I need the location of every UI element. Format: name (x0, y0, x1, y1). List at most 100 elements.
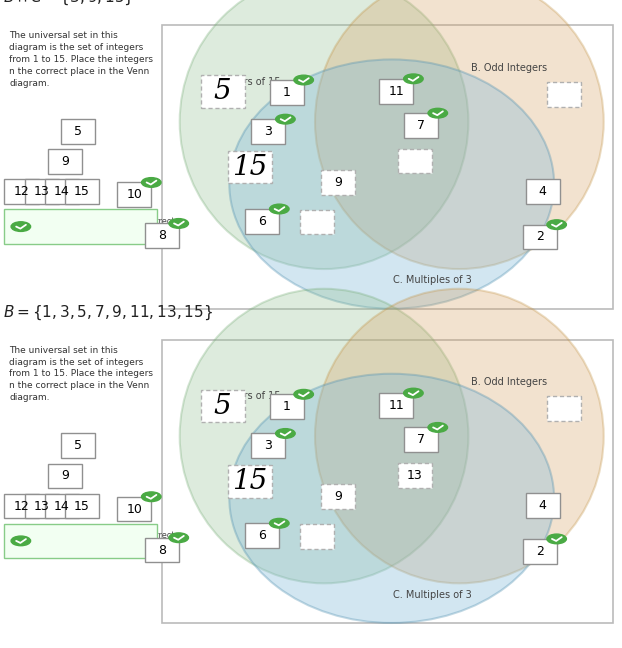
Text: C. Multiples of 3: C. Multiples of 3 (393, 590, 471, 599)
Text: 6: 6 (258, 529, 266, 542)
Text: A. Factors of 15: A. Factors of 15 (205, 77, 281, 87)
Circle shape (547, 534, 567, 544)
Text: $B \cap C = \{3, 9, 15\}$: $B \cap C = \{3, 9, 15\}$ (3, 0, 134, 7)
FancyBboxPatch shape (251, 119, 285, 144)
Text: 13: 13 (34, 500, 50, 513)
FancyBboxPatch shape (526, 179, 560, 203)
Text: 8: 8 (157, 229, 165, 242)
Text: 13: 13 (34, 185, 50, 198)
Text: 9: 9 (335, 490, 342, 503)
Circle shape (428, 422, 448, 432)
FancyBboxPatch shape (61, 434, 95, 458)
Ellipse shape (180, 289, 468, 583)
FancyBboxPatch shape (65, 179, 99, 204)
Ellipse shape (315, 0, 604, 269)
Text: 15: 15 (233, 154, 267, 181)
Text: 8: 8 (157, 544, 165, 557)
FancyBboxPatch shape (117, 183, 151, 207)
Text: A. Factors of 15: A. Factors of 15 (205, 391, 281, 401)
Text: 4: 4 (539, 499, 547, 512)
FancyBboxPatch shape (4, 209, 157, 244)
Text: 9: 9 (61, 469, 68, 483)
Text: One tile was moved to the correct
place.: One tile was moved to the correct place. (37, 216, 174, 237)
FancyBboxPatch shape (269, 80, 304, 105)
Text: 3: 3 (264, 439, 272, 452)
FancyBboxPatch shape (404, 428, 438, 452)
Ellipse shape (230, 60, 554, 308)
Text: C. Multiples of 3: C. Multiples of 3 (393, 275, 471, 285)
Text: 1: 1 (282, 400, 290, 413)
FancyBboxPatch shape (162, 25, 613, 308)
Text: 15: 15 (74, 500, 90, 513)
FancyBboxPatch shape (117, 497, 151, 522)
Text: One tile was moved to the correct
place.: One tile was moved to the correct place. (37, 531, 174, 551)
FancyBboxPatch shape (245, 209, 279, 234)
Circle shape (269, 518, 289, 528)
FancyBboxPatch shape (24, 179, 58, 204)
Text: 9: 9 (335, 176, 342, 189)
Circle shape (294, 75, 313, 85)
FancyBboxPatch shape (228, 465, 272, 498)
Text: 7: 7 (417, 434, 425, 446)
Text: The universal set in this
diagram is the set of integers
from 1 to 15. Place the: The universal set in this diagram is the… (9, 346, 153, 402)
Circle shape (294, 389, 313, 399)
FancyBboxPatch shape (48, 149, 82, 174)
Ellipse shape (230, 374, 554, 623)
Text: 11: 11 (389, 399, 404, 412)
Text: 11: 11 (389, 85, 404, 98)
FancyBboxPatch shape (201, 75, 244, 108)
Text: 9: 9 (61, 155, 68, 168)
FancyBboxPatch shape (379, 79, 414, 104)
Circle shape (404, 74, 423, 84)
FancyBboxPatch shape (4, 494, 39, 518)
Text: 15: 15 (74, 185, 90, 198)
FancyBboxPatch shape (228, 151, 272, 183)
Text: 13: 13 (407, 469, 422, 482)
Text: 6: 6 (258, 215, 266, 228)
Text: 2: 2 (536, 545, 544, 558)
FancyBboxPatch shape (251, 434, 285, 458)
Circle shape (11, 536, 30, 546)
Text: 12: 12 (14, 185, 29, 198)
Text: 12: 12 (14, 500, 29, 513)
FancyBboxPatch shape (547, 82, 581, 106)
FancyBboxPatch shape (379, 393, 414, 418)
FancyBboxPatch shape (404, 113, 438, 138)
FancyBboxPatch shape (61, 119, 95, 144)
Text: 4: 4 (539, 185, 547, 198)
Circle shape (404, 388, 423, 398)
Text: 3: 3 (264, 125, 272, 138)
Text: $B = \{1, 3, 5, 7, 9, 11, 13, 15\}$: $B = \{1, 3, 5, 7, 9, 11, 13, 15\}$ (3, 303, 213, 321)
FancyBboxPatch shape (201, 389, 244, 422)
Text: 5: 5 (214, 78, 231, 105)
FancyBboxPatch shape (397, 148, 432, 174)
FancyBboxPatch shape (48, 463, 82, 489)
FancyBboxPatch shape (144, 224, 179, 248)
FancyBboxPatch shape (397, 463, 432, 488)
Text: 10: 10 (126, 503, 142, 516)
Text: 15: 15 (233, 468, 267, 495)
Text: B. Odd Integers: B. Odd Integers (471, 63, 547, 73)
FancyBboxPatch shape (547, 396, 581, 421)
Text: 10: 10 (126, 189, 142, 202)
FancyBboxPatch shape (322, 484, 356, 509)
FancyBboxPatch shape (300, 524, 334, 549)
Ellipse shape (315, 289, 604, 583)
Circle shape (169, 533, 188, 542)
Text: 5: 5 (74, 125, 82, 138)
Text: 7: 7 (417, 119, 425, 132)
Text: 14: 14 (54, 185, 70, 198)
Circle shape (142, 178, 161, 187)
FancyBboxPatch shape (300, 209, 334, 235)
FancyBboxPatch shape (245, 523, 279, 548)
Ellipse shape (180, 0, 468, 269)
FancyBboxPatch shape (45, 179, 79, 204)
Circle shape (142, 492, 161, 502)
Text: 5: 5 (214, 393, 231, 419)
Text: 2: 2 (536, 231, 544, 244)
FancyBboxPatch shape (4, 179, 39, 204)
FancyBboxPatch shape (4, 524, 157, 558)
Circle shape (269, 204, 289, 214)
FancyBboxPatch shape (24, 494, 58, 518)
Text: The universal set in this
diagram is the set of integers
from 1 to 15. Place the: The universal set in this diagram is the… (9, 32, 153, 87)
